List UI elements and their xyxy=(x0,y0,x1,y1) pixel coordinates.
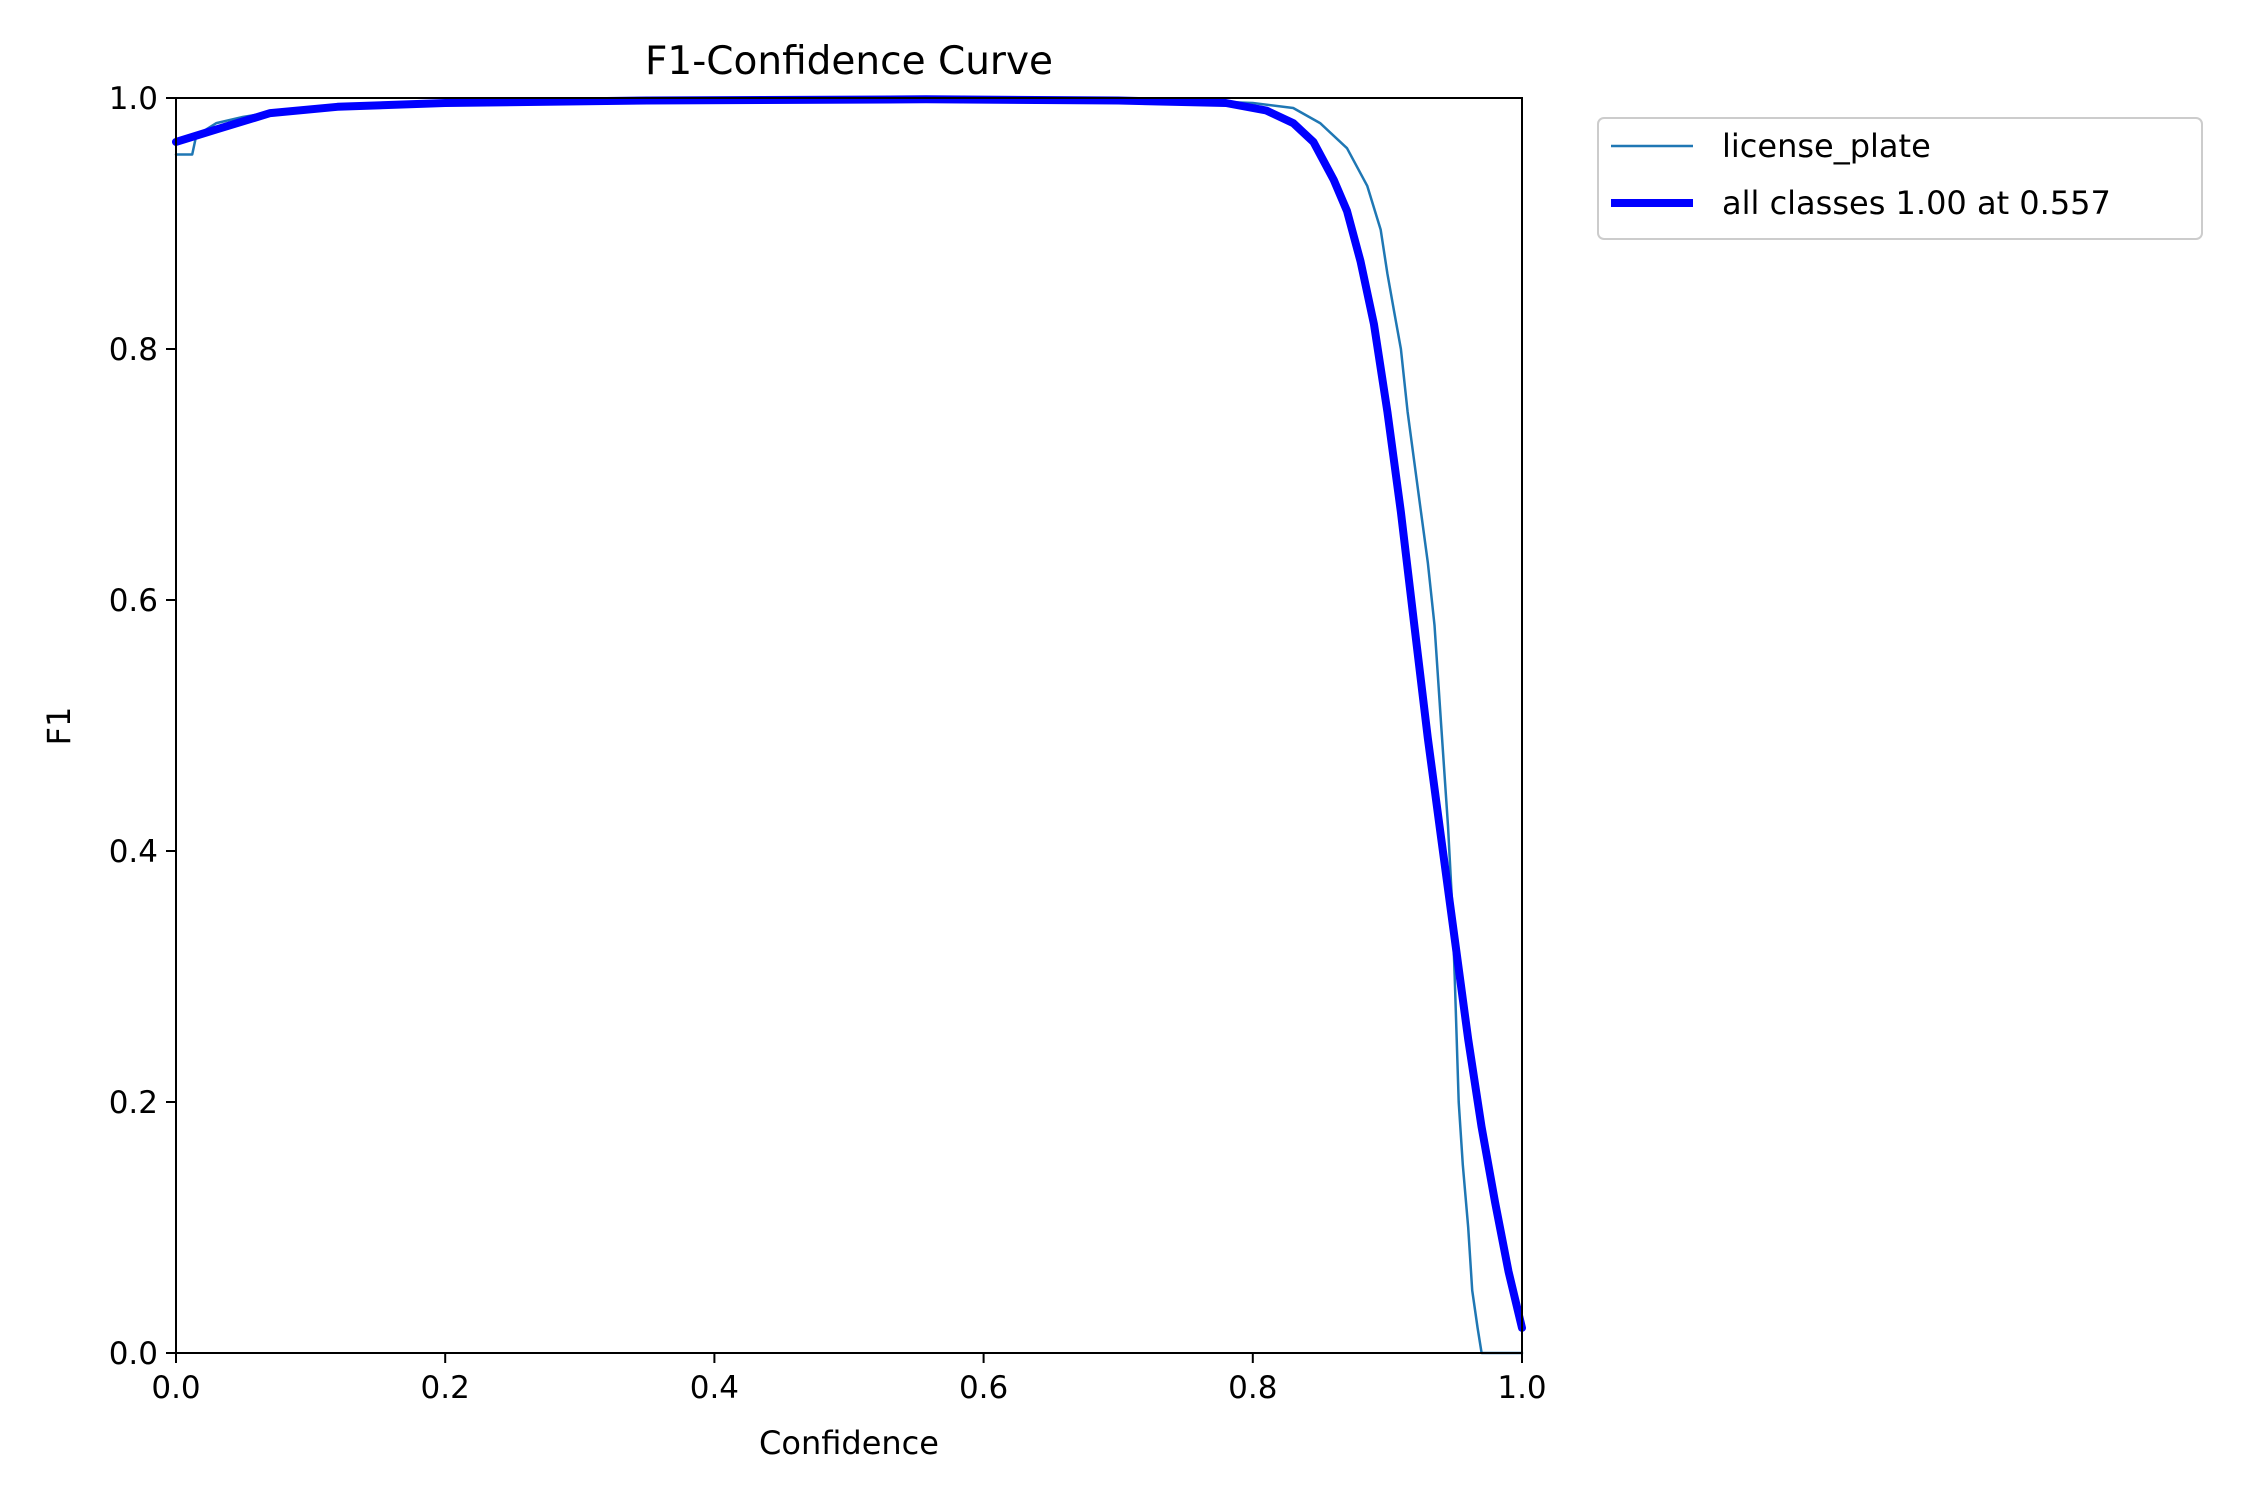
y-tick-label: 0.0 xyxy=(109,1336,158,1372)
legend-box xyxy=(1597,117,2203,240)
x-tick-label: 0.2 xyxy=(421,1370,470,1406)
y-axis-label: F1 xyxy=(40,707,78,746)
x-tick-label: 0.4 xyxy=(690,1370,739,1406)
series-line-1 xyxy=(172,95,1526,1332)
y-tick-label: 0.2 xyxy=(109,1085,158,1121)
y-tick-label: 0.8 xyxy=(109,332,158,368)
x-axis-label: Confidence xyxy=(759,1424,939,1462)
x-tick-label: 0.8 xyxy=(1228,1370,1277,1406)
series-layer xyxy=(172,95,1526,1355)
x-axis: 0.0 0.2 0.4 0.6 0.8 1.0 xyxy=(151,1353,1547,1406)
x-tick-label: 1.0 xyxy=(1497,1370,1546,1406)
y-tick-label: 1.0 xyxy=(109,81,158,117)
chart-title: F1-Confidence Curve xyxy=(645,39,1053,84)
x-tick-label: 0.6 xyxy=(959,1370,1008,1406)
y-tick-label: 0.6 xyxy=(109,583,158,619)
legend-label-0: license_plate xyxy=(1722,127,1931,165)
y-axis: 0.0 0.2 0.4 0.6 0.8 1.0 xyxy=(109,81,176,1372)
legend-label-1: all classes 1.00 at 0.557 xyxy=(1722,184,2111,222)
y-tick-label: 0.4 xyxy=(109,834,158,870)
x-tick-label: 0.0 xyxy=(151,1370,200,1406)
plot-frame xyxy=(175,97,1523,1354)
